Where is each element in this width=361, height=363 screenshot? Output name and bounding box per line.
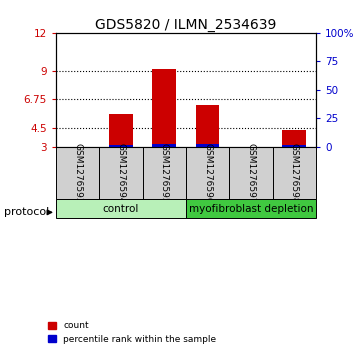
Bar	[196, 106, 219, 147]
Bar	[99, 147, 143, 200]
Bar	[282, 130, 306, 147]
Bar	[152, 69, 176, 147]
Title: GDS5820 / ILMN_2534639: GDS5820 / ILMN_2534639	[95, 18, 277, 32]
Text: protocol: protocol	[4, 207, 49, 217]
Bar	[109, 145, 133, 147]
Bar	[186, 147, 229, 200]
Bar	[56, 147, 99, 200]
Bar	[282, 145, 306, 147]
Bar	[143, 147, 186, 200]
Text: GSM1276595: GSM1276595	[160, 143, 169, 203]
Bar	[196, 144, 219, 147]
Bar	[56, 200, 186, 218]
Bar	[273, 147, 316, 200]
Bar	[109, 114, 133, 147]
Bar	[186, 200, 316, 218]
Legend: count, percentile rank within the sample: count, percentile rank within the sample	[48, 322, 216, 344]
Text: GSM1276597: GSM1276597	[247, 143, 255, 203]
Text: GSM1276594: GSM1276594	[117, 143, 125, 203]
Bar	[152, 144, 176, 147]
Bar	[229, 147, 273, 200]
Text: GSM1276593: GSM1276593	[73, 143, 82, 203]
Text: myofibroblast depletion: myofibroblast depletion	[189, 204, 313, 214]
Text: control: control	[103, 204, 139, 214]
Text: GSM1276598: GSM1276598	[290, 143, 299, 203]
Text: GSM1276596: GSM1276596	[203, 143, 212, 203]
